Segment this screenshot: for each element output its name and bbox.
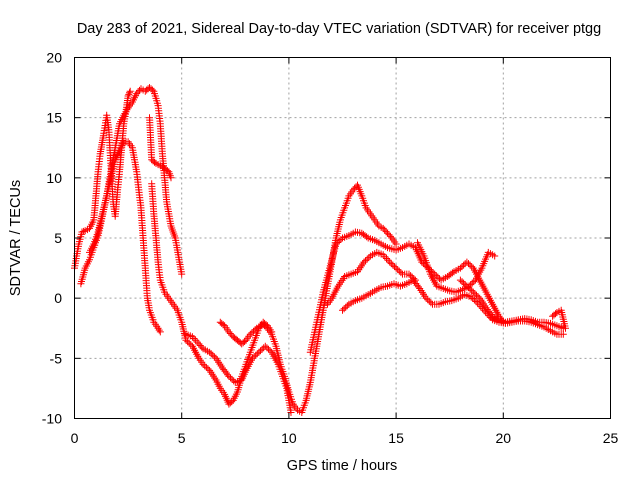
series-arc-7: [216, 181, 400, 416]
y-tick-label: 10: [46, 170, 62, 186]
y-tick-label: 20: [46, 50, 62, 66]
plus-markers: [414, 239, 499, 296]
x-axis-label: GPS time / hours: [287, 458, 397, 474]
series-arc-4: [146, 114, 175, 182]
y-tick-label: 0: [54, 290, 62, 306]
plus-markers: [77, 84, 186, 288]
series-arc-8: [306, 228, 507, 356]
series-arc-11: [414, 239, 499, 296]
series-arc-13: [489, 316, 567, 338]
x-tick-label: 5: [178, 430, 186, 446]
y-tick-label: -10: [42, 411, 62, 427]
series-arc-14: [549, 306, 569, 332]
axis-ticks: 0 5 10 15 20 25 -10 -5 0 5 10 15 20: [42, 50, 619, 447]
plus-markers: [306, 228, 507, 356]
plus-markers: [489, 316, 567, 338]
series-arc-2: [77, 84, 186, 288]
series-arc-3: [86, 138, 164, 336]
x-tick-label: 0: [71, 430, 79, 446]
y-tick-label: 15: [46, 110, 62, 126]
plus-markers: [146, 114, 175, 182]
plus-markers: [86, 138, 164, 336]
series-arc-10: [339, 276, 507, 325]
x-tick-label: 15: [388, 430, 404, 446]
y-tick-label: 5: [54, 230, 62, 246]
y-axis-label: SDTVAR / TECUs: [8, 180, 24, 296]
chart-title: Day 283 of 2021, Sidereal Day-to-day VTE…: [77, 21, 601, 37]
plus-markers: [339, 276, 507, 325]
data-points: [71, 84, 569, 416]
plus-markers: [549, 306, 569, 332]
plus-markers: [216, 181, 400, 416]
x-tick-label: 25: [603, 430, 619, 446]
series-arc-9: [324, 248, 419, 308]
y-tick-label: -5: [50, 350, 63, 366]
grid-lines: [74, 57, 611, 419]
x-tick-label: 10: [281, 430, 297, 446]
plus-markers: [324, 248, 419, 308]
x-tick-label: 20: [496, 430, 512, 446]
